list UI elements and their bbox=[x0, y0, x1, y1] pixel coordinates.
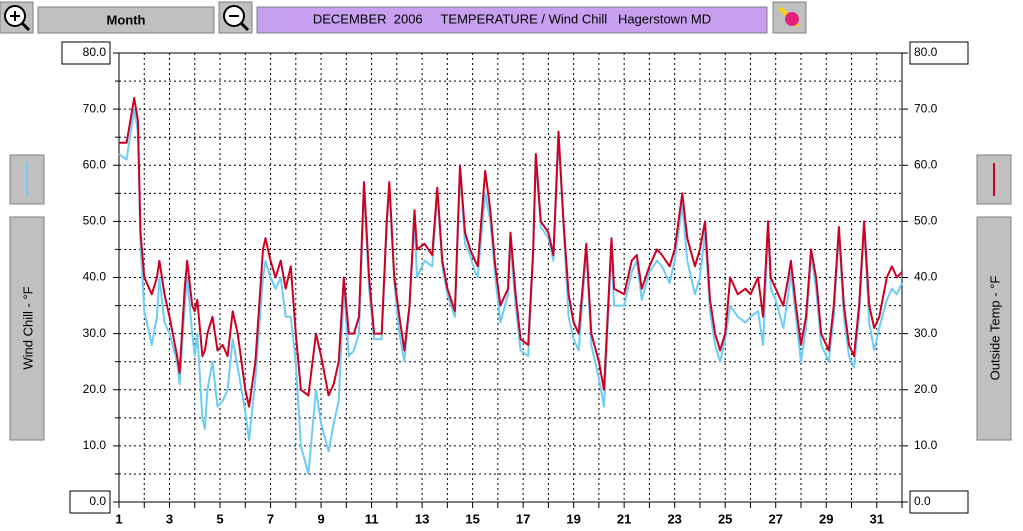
y-tick-label: 40.0 bbox=[83, 270, 107, 284]
y2-tick-label: 20.0 bbox=[914, 382, 938, 396]
zoom-out-button[interactable] bbox=[218, 1, 253, 34]
zoom-in-button[interactable] bbox=[0, 1, 34, 34]
x-tick-label: 15 bbox=[465, 511, 479, 526]
y2-tick-label: 30.0 bbox=[914, 326, 938, 340]
x-tick-label: 19 bbox=[566, 511, 580, 526]
y2-tick-label: 60.0 bbox=[914, 157, 938, 171]
y-tick-label: 20.0 bbox=[83, 382, 107, 396]
y2-tick-label: 0.0 bbox=[914, 494, 931, 508]
x-tick-label: 13 bbox=[415, 511, 429, 526]
x-tick-label: 17 bbox=[516, 511, 530, 526]
y-axis-title: Wind Chill - °F bbox=[20, 286, 35, 369]
x-tick-label: 25 bbox=[718, 511, 732, 526]
series-line bbox=[119, 96, 903, 408]
left-axis-title-box bbox=[9, 216, 45, 441]
y-tick-label: 50.0 bbox=[83, 214, 107, 228]
magnifier-handle[interactable] bbox=[20, 21, 31, 32]
x-tick-label: 31 bbox=[870, 511, 884, 526]
brush-tip[interactable] bbox=[785, 12, 799, 26]
period-button[interactable] bbox=[37, 6, 215, 34]
y-tick-label-box bbox=[69, 490, 111, 514]
chart-title: DECEMBER 2006 TEMPERATURE / Wind Chill H… bbox=[313, 11, 711, 26]
x-tick-label: 3 bbox=[166, 511, 173, 526]
y-tick-label: 10.0 bbox=[83, 438, 107, 452]
y-tick-label-box bbox=[61, 41, 111, 65]
x-tick-label: 1 bbox=[115, 511, 122, 526]
y2-tick-label: 70.0 bbox=[914, 101, 938, 115]
x-tick-label: 29 bbox=[819, 511, 833, 526]
y-tick-label: 0.0 bbox=[89, 494, 106, 508]
y2-tick-label: 10.0 bbox=[914, 438, 938, 452]
period-button-label[interactable]: Month bbox=[107, 12, 146, 27]
color-button[interactable] bbox=[772, 1, 807, 34]
x-tick-label: 7 bbox=[267, 511, 274, 526]
y-tick-label: 60.0 bbox=[83, 157, 107, 171]
series-line bbox=[118, 108, 903, 475]
y2-tick-label-box bbox=[909, 490, 969, 514]
x-tick-label: 27 bbox=[768, 511, 782, 526]
y2-tick-label: 50.0 bbox=[914, 214, 938, 228]
right-axis-title-box bbox=[976, 216, 1012, 441]
title-box bbox=[256, 6, 768, 34]
y2-tick-label: 80.0 bbox=[914, 45, 938, 59]
y-tick-label: 30.0 bbox=[83, 326, 107, 340]
y-tick-label: 80.0 bbox=[83, 45, 107, 59]
y2-tick-label: 40.0 bbox=[914, 270, 938, 284]
magnifier-handle[interactable] bbox=[239, 21, 250, 32]
x-tick-label: 21 bbox=[617, 511, 631, 526]
y2-tick-label-box bbox=[909, 41, 969, 65]
x-tick-label: 9 bbox=[317, 511, 324, 526]
x-tick-label: 11 bbox=[365, 511, 379, 526]
y2-axis-title: Outside Temp - °F bbox=[987, 276, 1002, 381]
y-tick-label: 70.0 bbox=[83, 101, 107, 115]
x-tick-label: 23 bbox=[667, 511, 681, 526]
x-tick-label: 5 bbox=[216, 511, 223, 526]
